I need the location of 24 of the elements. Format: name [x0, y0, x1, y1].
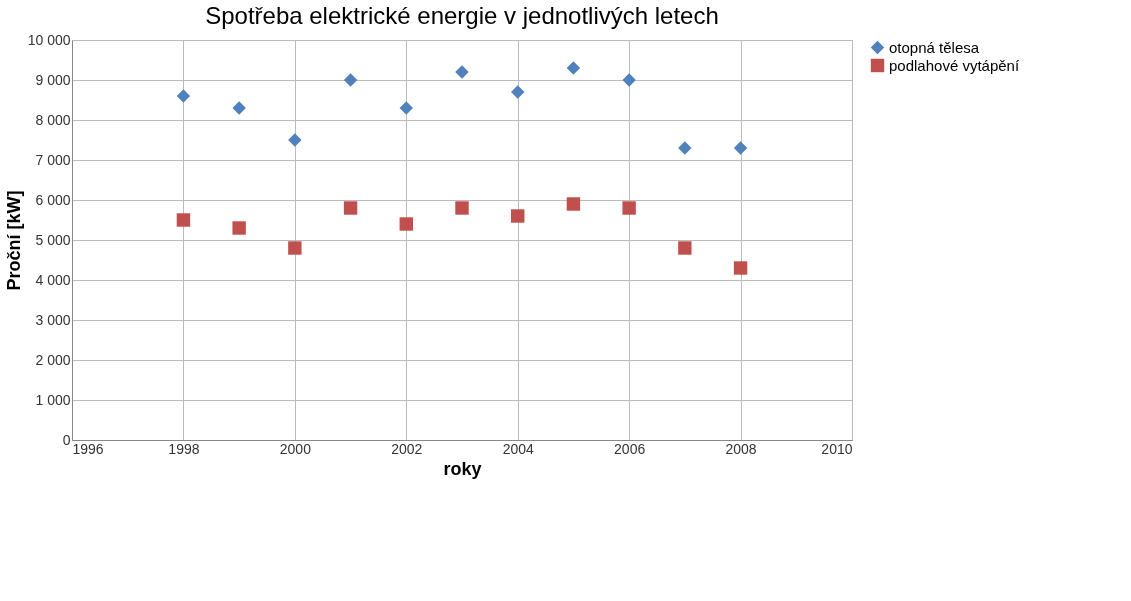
x-tick-label: 1996: [72, 440, 104, 457]
y-tick-label: 3 000: [35, 311, 71, 328]
x-tick-label: 2010: [821, 440, 853, 457]
x-tick-label: 2006: [614, 440, 646, 457]
x-tick-label: 1998: [168, 440, 200, 457]
y-axis-title: Proční [kW]: [3, 190, 24, 291]
legend-label: otopná tělesa: [889, 38, 980, 56]
y-tick-label: 1 000: [35, 391, 71, 408]
y-tick-label: 10 000: [27, 31, 71, 48]
x-tick-label: 2004: [502, 440, 534, 457]
y-tick-label: 7 000: [35, 151, 71, 168]
legend-label: podlahové vytápění: [889, 56, 1020, 74]
x-axis-title: roky: [443, 458, 482, 479]
x-tick-label: 2008: [725, 440, 757, 457]
y-tick-label: 5 000: [35, 231, 71, 248]
y-tick-label: 9 000: [35, 71, 71, 88]
y-tick-label: 0: [62, 431, 71, 448]
y-tick-label: 6 000: [35, 191, 71, 208]
y-tick-label: 2 000: [35, 351, 71, 368]
chart-title: Spotřeba elektrické energie v jednotlivých letech: [205, 2, 719, 29]
y-tick-label: 8 000: [35, 111, 71, 128]
x-tick-label: 2002: [391, 440, 423, 457]
y-tick-label: 4 000: [35, 271, 71, 288]
x-tick-label: 2000: [279, 440, 312, 457]
